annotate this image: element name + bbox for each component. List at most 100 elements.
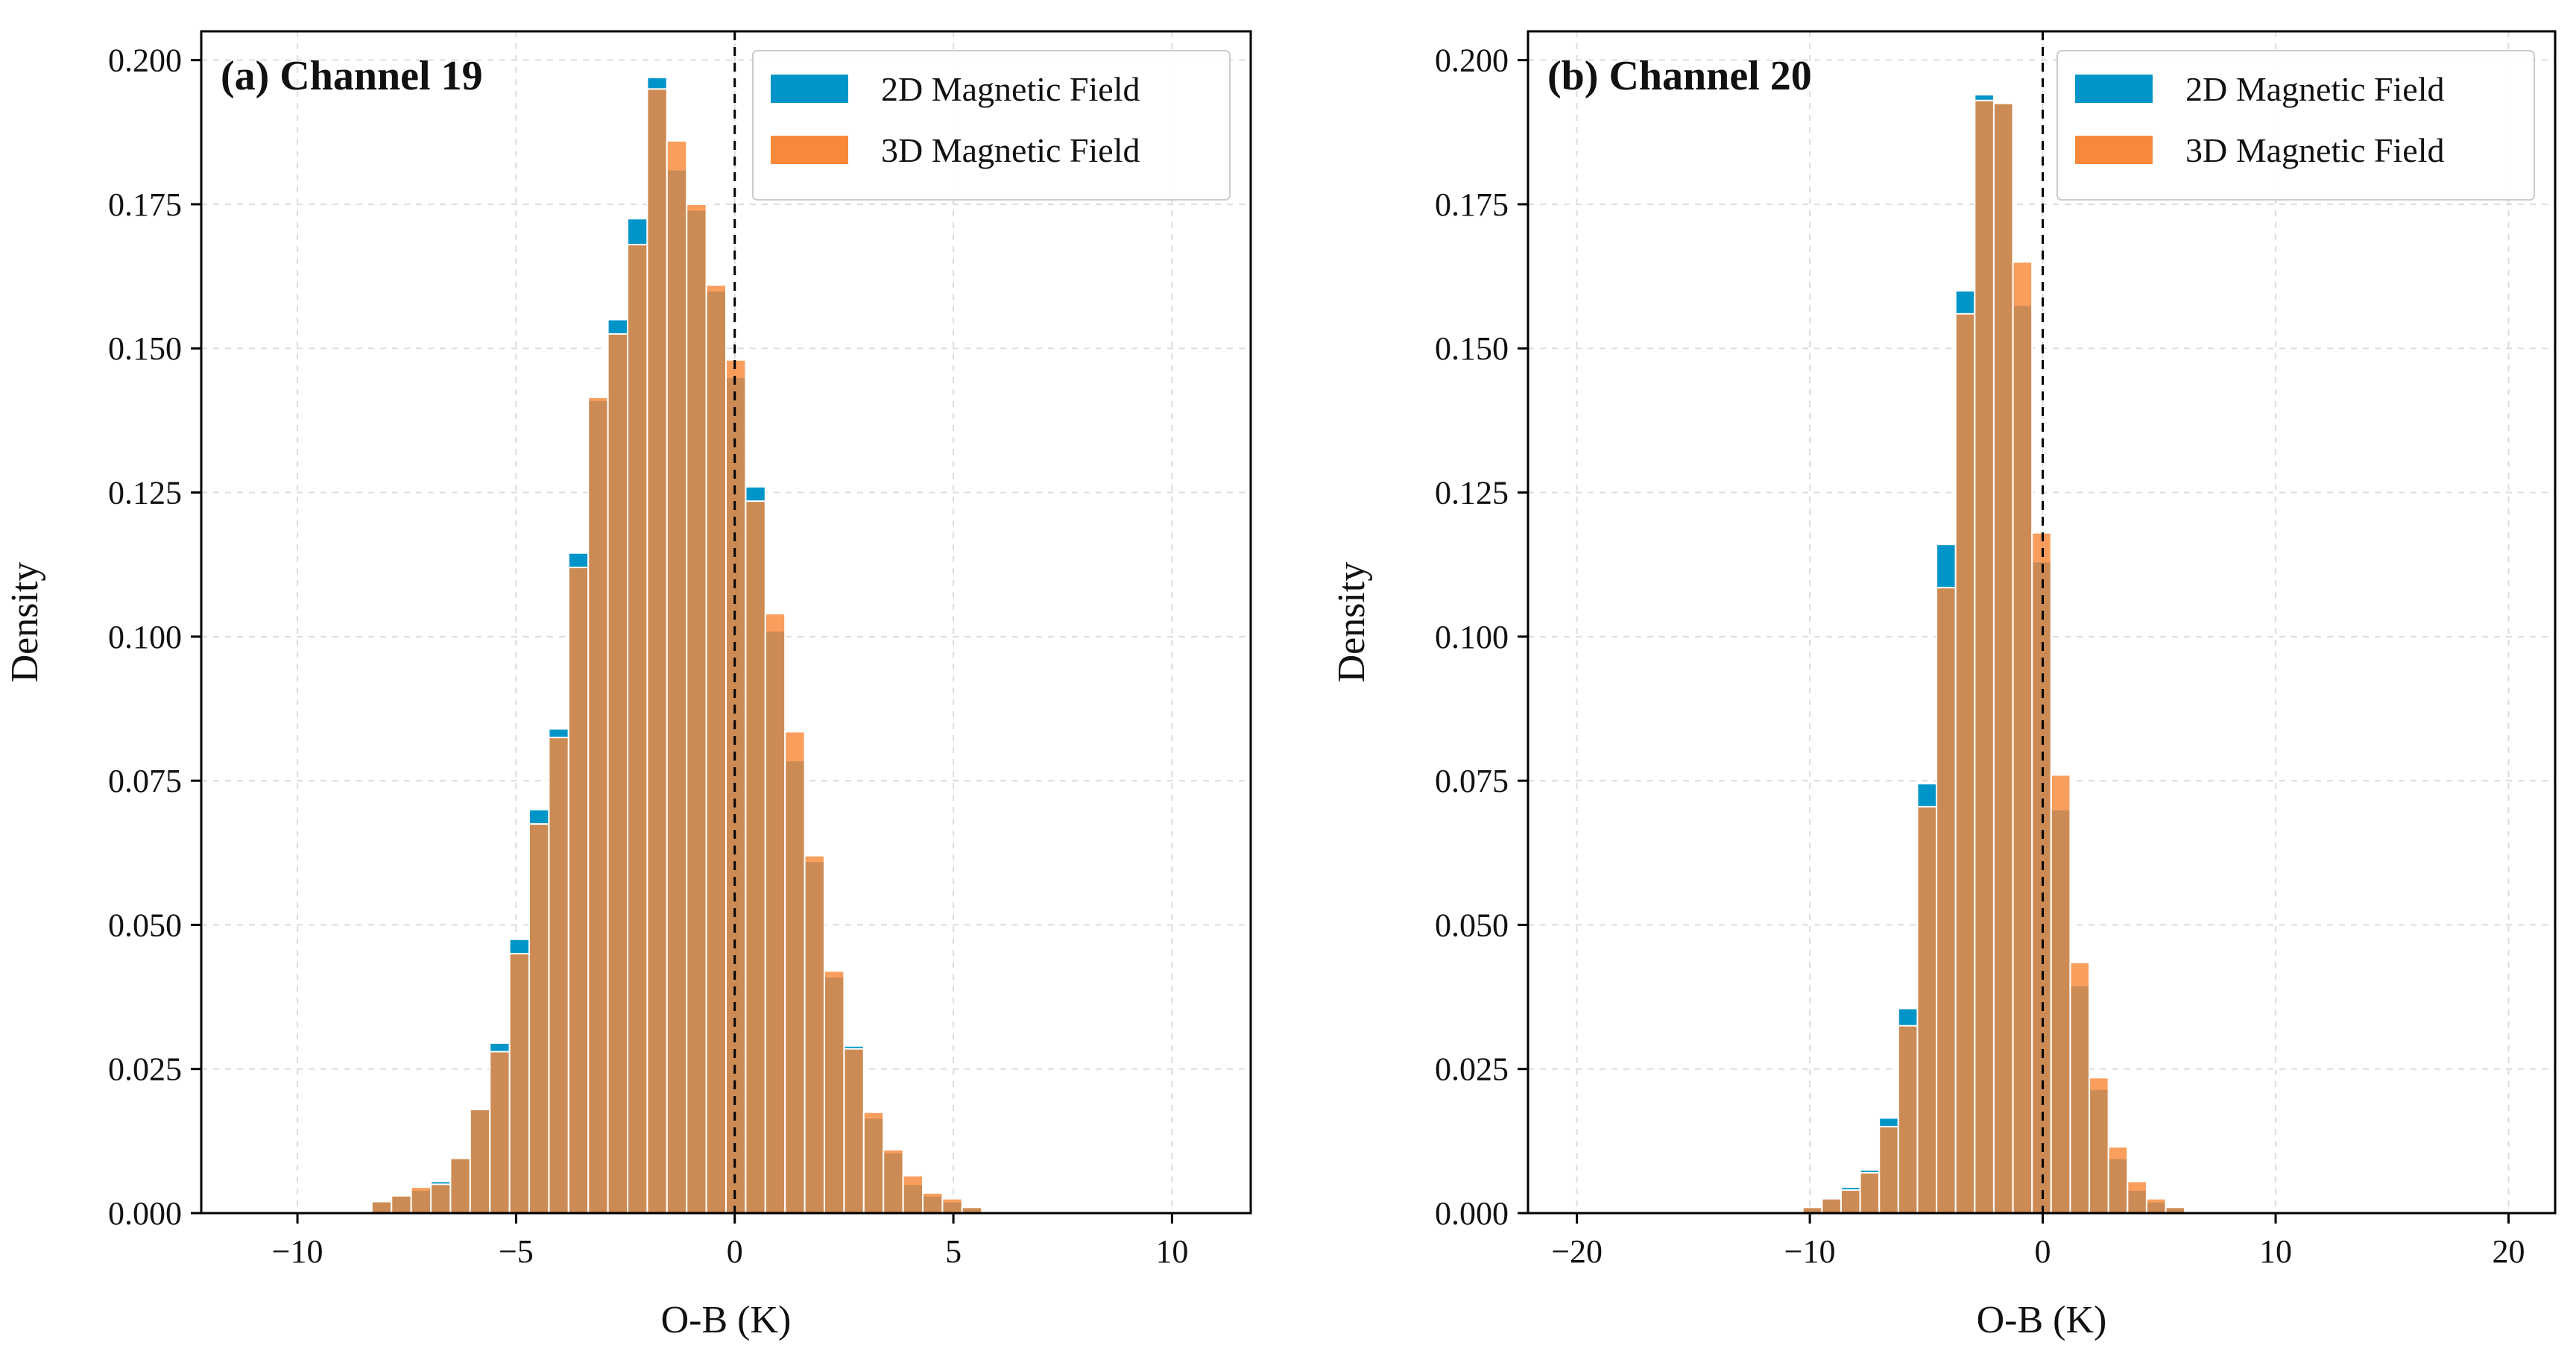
bar-3d-magnetic-field [607,333,628,1214]
panel-a-legend-label-3d: 3D Magnetic Field [881,131,1140,169]
bar-3d-magnetic-field [1974,99,1995,1214]
bar-3d-magnetic-field [686,203,707,1215]
bar-3d-magnetic-field [764,612,786,1214]
bar-3d-magnetic-field [2050,774,2071,1214]
bar-3d-magnetic-field [2089,1077,2109,1215]
panel-b-legend: 2D Magnetic Field 3D Magnetic Field [2056,50,2535,201]
panel-b-channel-20: −20 −10 0 10 20 0.000 0.025 0.050 0.075 0.100 0.12… [1330,30,2557,1341]
bar-3d-magnetic-field [745,500,766,1214]
x-tick-label: 10 [1155,1233,1188,1270]
panel-b-title: (b) Channel 20 [1547,53,1812,99]
bar-3d-magnetic-field [1821,1197,1842,1215]
y-tick-label: 0.075 [1435,763,1509,799]
y-tick-label: 0.100 [1435,619,1509,655]
bar-3d-magnetic-field [1936,587,1957,1214]
y-tick-label: 0.125 [108,475,182,511]
x-tick-label: 0 [727,1233,743,1270]
panel-b-ticks: −20 −10 0 10 20 0.000 0.025 0.050 0.075 0.100 0.12… [1435,42,2525,1270]
x-tick-label: −10 [1784,1233,1836,1270]
panel-b-x-axis-label: O-B (K) [1977,1299,2107,1341]
bar-3d-magnetic-field [627,244,648,1215]
bar-3d-magnetic-field [646,88,668,1215]
x-tick-label: −10 [272,1233,323,1270]
bar-3d-magnetic-field [1916,805,1938,1215]
bar-3d-magnetic-field [941,1197,963,1215]
y-tick-label: 0.175 [1435,186,1509,223]
bar-3d-magnetic-field [2031,532,2052,1214]
y-tick-label: 0.150 [108,330,182,367]
y-tick-label: 0.000 [108,1195,182,1232]
bar-3d-magnetic-field [430,1183,452,1214]
bar-3d-magnetic-field [1897,1024,1919,1214]
bar-3d-magnetic-field [391,1194,412,1215]
panel-b-legend-swatch-2d [2075,75,2153,103]
bar-3d-magnetic-field [2127,1180,2147,1214]
x-tick-label: 0 [2035,1233,2051,1270]
bar-3d-magnetic-field [370,1200,393,1215]
bar-3d-magnetic-field [1992,102,2014,1214]
bar-3d-magnetic-field [567,567,590,1214]
y-tick-label: 0.200 [108,42,182,79]
bar-3d-magnetic-field [449,1157,471,1215]
y-tick-label: 0.100 [108,619,182,655]
y-tick-label: 0.150 [1435,330,1509,367]
panel-b-legend-label-3d: 3D Magnetic Field [2185,131,2445,169]
bar-3d-magnetic-field [666,139,688,1214]
bar-3d-magnetic-field [528,823,550,1214]
panel-a-legend-swatch-2d [771,75,848,103]
x-tick-label: 20 [2493,1233,2525,1270]
panel-a-ticks: −10 −5 0 5 10 0.000 0.025 0.050 0.075 0.100 0.125 0… [108,42,1188,1270]
bar-3d-magnetic-field [1954,312,1976,1215]
y-tick-label: 0.050 [1435,907,1509,943]
bar-3d-magnetic-field [843,1048,865,1215]
bar-3d-magnetic-field [508,953,530,1214]
bar-3d-magnetic-field [548,737,569,1214]
x-tick-label: 10 [2259,1233,2292,1270]
panel-b-y-axis-label: Density [1330,562,1373,683]
bar-3d-magnetic-field [1878,1126,1899,1215]
panel-a-legend-box [752,50,1231,201]
bar-3d-magnetic-field [784,731,806,1214]
panel-a-legend: 2D Magnetic Field 3D Magnetic Field [752,50,1231,201]
panel-b-legend-swatch-3d [2075,136,2153,164]
x-tick-label: −20 [1551,1233,1603,1270]
bar-3d-magnetic-field [824,970,845,1215]
y-tick-label: 0.025 [108,1051,182,1088]
panel-a-plot-frame [200,30,1252,1215]
panel-b-legend-label-2d: 2D Magnetic Field [2185,70,2445,108]
panel-a-legend-swatch-3d [771,136,848,164]
bar-3d-magnetic-field [862,1111,885,1214]
bar-3d-magnetic-field [587,396,609,1215]
bar-3d-magnetic-field [2069,961,2091,1215]
panel-a-x-axis-label: O-B (K) [661,1299,792,1341]
x-tick-label: −5 [499,1233,534,1270]
bar-3d-magnetic-field [2145,1197,2167,1215]
panel-b-legend-box [2056,50,2535,201]
bar-3d-magnetic-field [883,1148,904,1214]
bar-3d-magnetic-field [1859,1171,1881,1215]
bar-3d-magnetic-field [2012,261,2033,1214]
bar-3d-magnetic-field [489,1051,511,1215]
bar-3d-magnetic-field [469,1108,491,1214]
bar-3d-magnetic-field [410,1186,432,1214]
bar-3d-magnetic-field [804,854,825,1214]
bar-3d-magnetic-field [1840,1189,1861,1214]
panel-b-plot-frame [1527,30,2557,1215]
y-tick-label: 0.175 [108,186,182,223]
bar-3d-magnetic-field [2107,1146,2129,1214]
bar-3d-magnetic-field [705,284,727,1215]
panel-a-title: (a) Channel 19 [221,53,483,99]
panel-a-y-axis-label: Density [4,562,46,683]
x-tick-label: 5 [945,1233,962,1270]
bar-3d-magnetic-field [902,1174,924,1214]
panel-a-legend-label-2d: 2D Magnetic Field [881,70,1140,108]
y-tick-label: 0.200 [1435,42,1509,79]
y-tick-label: 0.050 [108,907,182,943]
y-tick-label: 0.125 [1435,475,1509,511]
y-tick-label: 0.025 [1435,1051,1509,1088]
y-tick-label: 0.075 [108,763,182,799]
y-tick-label: 0.000 [1435,1195,1509,1232]
bar-3d-magnetic-field [922,1191,944,1214]
